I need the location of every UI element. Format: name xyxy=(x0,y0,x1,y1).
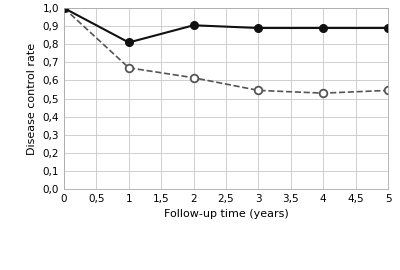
Non-obliteration xyxy=(62,6,66,10)
X-axis label: Follow-up time (years): Follow-up time (years) xyxy=(164,210,288,220)
Non-obliteration xyxy=(191,76,196,79)
Obliteration xyxy=(126,41,131,44)
Obliteration xyxy=(62,6,66,10)
Obliteration xyxy=(191,24,196,27)
Y-axis label: Disease control rate: Disease control rate xyxy=(27,42,37,155)
Obliteration xyxy=(386,26,390,30)
Line: Obliteration: Obliteration xyxy=(60,4,392,46)
Legend: Non-obliteration, Obliteration: Non-obliteration, Obliteration xyxy=(114,266,338,270)
Non-obliteration xyxy=(256,89,261,92)
Obliteration xyxy=(321,26,326,30)
Obliteration xyxy=(256,26,261,30)
Non-obliteration xyxy=(386,89,390,92)
Non-obliteration xyxy=(321,92,326,95)
Non-obliteration xyxy=(126,66,131,69)
Line: Non-obliteration: Non-obliteration xyxy=(60,4,392,97)
